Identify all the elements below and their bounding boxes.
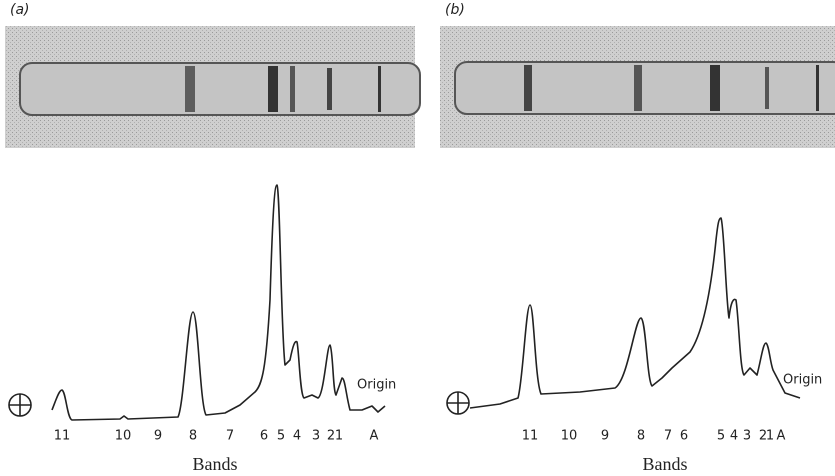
band-label: 8 [189,429,197,444]
band-label: 7 [226,429,234,444]
anode-symbol-b [446,391,470,415]
band-label: 3 [743,429,751,444]
band-label: 9 [601,429,609,444]
band-label: A [370,429,379,444]
densitometer-trace-a [51,184,386,421]
band-label: 5 [717,429,725,444]
axis-title: Bands [193,454,238,474]
band-label: 4 [293,429,301,444]
densitometer-trace-b [469,217,801,409]
band-label: 6 [680,429,688,444]
anode-symbol-a [8,393,32,417]
band-label: 10 [115,429,132,444]
band-label: 7 [664,429,672,444]
band-label: 11 [522,429,539,444]
band-label: 5 [277,429,285,444]
band-label: 2 [759,429,767,444]
band-label: 10 [561,429,578,444]
band-label: 4 [730,429,738,444]
band-label: 1 [335,429,343,444]
band-label: 8 [637,429,645,444]
band-label: A [777,429,786,444]
gel-image-a [5,26,421,148]
panel-label: (a) [10,2,30,18]
origin-label: Origin [357,378,396,393]
gel-image-b [440,26,835,148]
origin-label: Origin [783,373,822,388]
band-label: 3 [312,429,320,444]
band-label: 11 [54,429,71,444]
band-label: 2 [327,429,335,444]
panel-label: (b) [445,2,465,18]
band-label: 1 [766,429,774,444]
axis-title: Bands [643,454,688,474]
band-label: 6 [260,429,268,444]
band-label: 9 [154,429,162,444]
